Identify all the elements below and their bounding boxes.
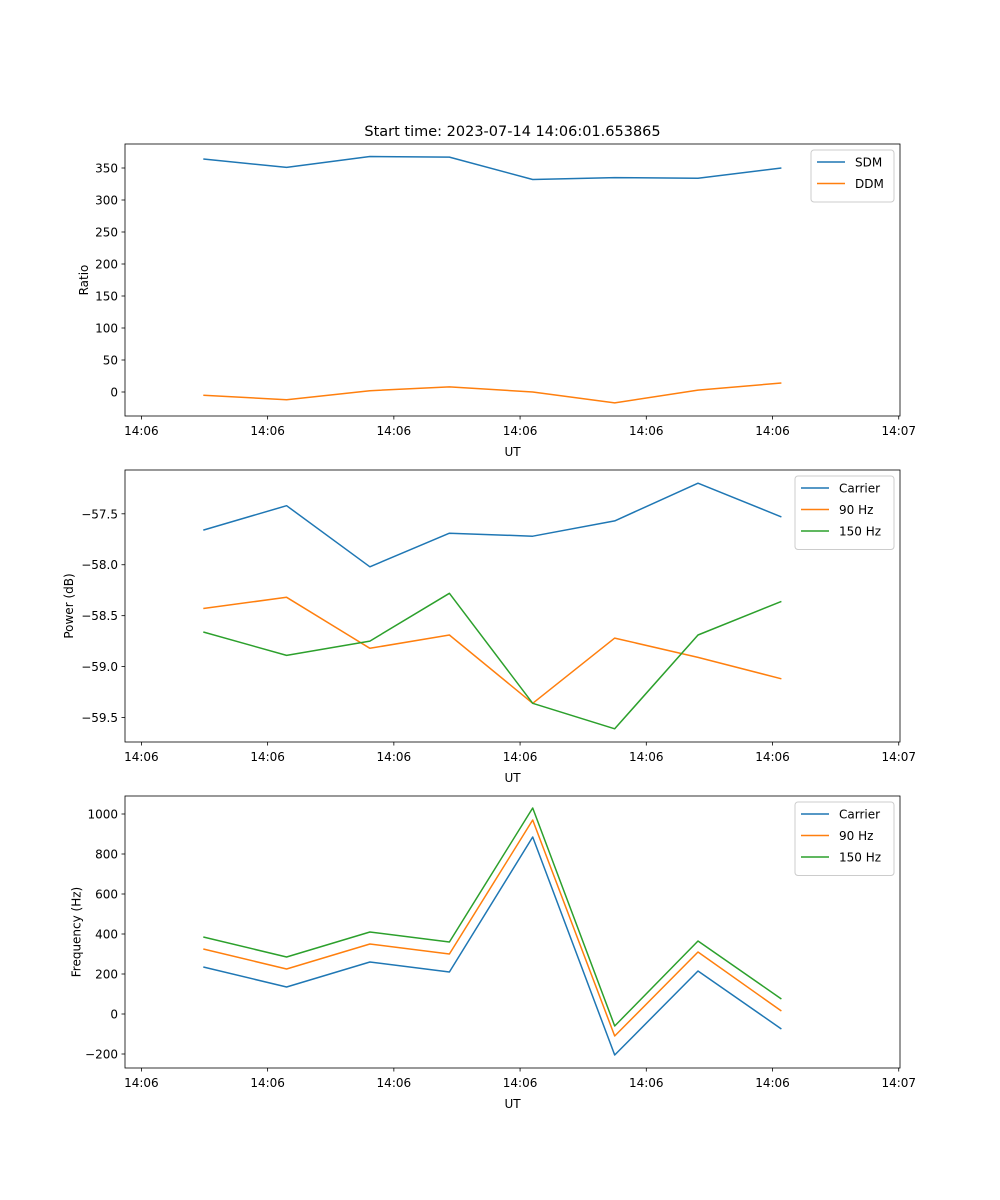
x-axis-label: UT bbox=[504, 1097, 521, 1111]
y-tick-label: 1000 bbox=[87, 808, 118, 822]
x-tick-label: 14:06 bbox=[124, 424, 159, 438]
y-tick-label: 400 bbox=[95, 928, 118, 942]
legend-label: 90 Hz bbox=[839, 829, 873, 843]
axes-frame bbox=[124, 143, 901, 417]
legend: Carrier 90 Hz 150 Hz bbox=[794, 801, 895, 876]
x-tick-label: 14:06 bbox=[250, 1076, 285, 1090]
series-line-carrier bbox=[203, 482, 782, 568]
y-tick-label: 800 bbox=[95, 848, 118, 862]
series-line-90-hz bbox=[203, 596, 782, 705]
y-tick-label: −58.0 bbox=[81, 558, 118, 572]
legend-box bbox=[810, 149, 895, 203]
y-tick-label: 150 bbox=[95, 290, 118, 304]
series-line-150-hz bbox=[203, 807, 782, 1027]
subplot-3: 14:06 14:06 14:06 14:06 14:06 14:06 14:07 UT −20… bbox=[70, 795, 916, 1111]
y-tick-label: 0 bbox=[110, 386, 118, 400]
chart-title: Start time: 2023-07-14 14:06:01.653865 bbox=[364, 124, 660, 140]
subplot-2: 14:06 14:06 14:06 14:06 14:06 14:06 14:07 UT −59… bbox=[62, 469, 916, 785]
legend: Carrier 90 Hz 150 Hz bbox=[794, 475, 895, 550]
y-axis-label: Ratio bbox=[77, 265, 91, 296]
y-tick-label: −59.5 bbox=[81, 711, 118, 725]
x-tick-label: 14:06 bbox=[377, 750, 412, 764]
series-line-150-hz bbox=[203, 592, 782, 730]
series-line-sdm bbox=[203, 155, 782, 181]
y-tick-label: 200 bbox=[95, 258, 118, 272]
series-line-carrier bbox=[203, 836, 782, 1056]
x-tick-label: 14:06 bbox=[377, 424, 412, 438]
legend-label: DDM bbox=[855, 177, 884, 191]
series-line-ddm bbox=[203, 382, 782, 404]
y-axis-label: Power (dB) bbox=[62, 573, 76, 638]
y-tick-label: 50 bbox=[103, 354, 118, 368]
y-tick-label: −58.5 bbox=[81, 609, 118, 623]
x-tick-label: 14:06 bbox=[629, 1076, 664, 1090]
x-tick-label: 14:06 bbox=[250, 424, 285, 438]
y-tick-label: 300 bbox=[95, 194, 118, 208]
axes-frame bbox=[124, 469, 901, 743]
x-tick-label: 14:06 bbox=[629, 424, 664, 438]
legend: SDM DDM bbox=[810, 149, 895, 203]
x-tick-label: 14:06 bbox=[755, 750, 790, 764]
x-tick-label: 14:06 bbox=[755, 1076, 790, 1090]
x-tick-label: 14:06 bbox=[629, 750, 664, 764]
y-tick-label: 350 bbox=[95, 162, 118, 176]
series-line-90-hz bbox=[203, 819, 782, 1037]
y-tick-label: −59.0 bbox=[81, 660, 118, 674]
x-tick-label: 14:06 bbox=[503, 750, 538, 764]
y-tick-label: −200 bbox=[85, 1048, 118, 1062]
x-tick-label: 14:07 bbox=[881, 424, 916, 438]
x-tick-label: 14:07 bbox=[881, 750, 916, 764]
x-axis-label: UT bbox=[504, 445, 521, 459]
x-tick-label: 14:06 bbox=[755, 424, 790, 438]
y-axis-label: Frequency (Hz) bbox=[70, 887, 84, 978]
axes-frame bbox=[124, 795, 901, 1069]
x-tick-label: 14:06 bbox=[503, 424, 538, 438]
x-tick-label: 14:06 bbox=[503, 1076, 538, 1090]
y-tick-label: 100 bbox=[95, 322, 118, 336]
y-tick-label: 250 bbox=[95, 226, 118, 240]
x-tick-label: 14:06 bbox=[377, 1076, 412, 1090]
legend-label: 90 Hz bbox=[839, 503, 873, 517]
x-tick-label: 14:07 bbox=[881, 1076, 916, 1090]
y-tick-label: 600 bbox=[95, 888, 118, 902]
x-axis-label: UT bbox=[504, 771, 521, 785]
subplot-1: Start time: 2023-07-14 14:06:01.653865 14… bbox=[77, 124, 916, 459]
x-tick-label: 14:06 bbox=[124, 750, 159, 764]
legend-label: SDM bbox=[855, 156, 882, 170]
legend-label: Carrier bbox=[839, 482, 880, 496]
legend-label: 150 Hz bbox=[839, 525, 881, 539]
y-tick-label: −57.5 bbox=[81, 507, 118, 521]
x-tick-label: 14:06 bbox=[124, 1076, 159, 1090]
legend-label: 150 Hz bbox=[839, 851, 881, 865]
y-tick-label: 0 bbox=[110, 1008, 118, 1022]
x-tick-label: 14:06 bbox=[250, 750, 285, 764]
y-tick-label: 200 bbox=[95, 968, 118, 982]
legend-label: Carrier bbox=[839, 808, 880, 822]
